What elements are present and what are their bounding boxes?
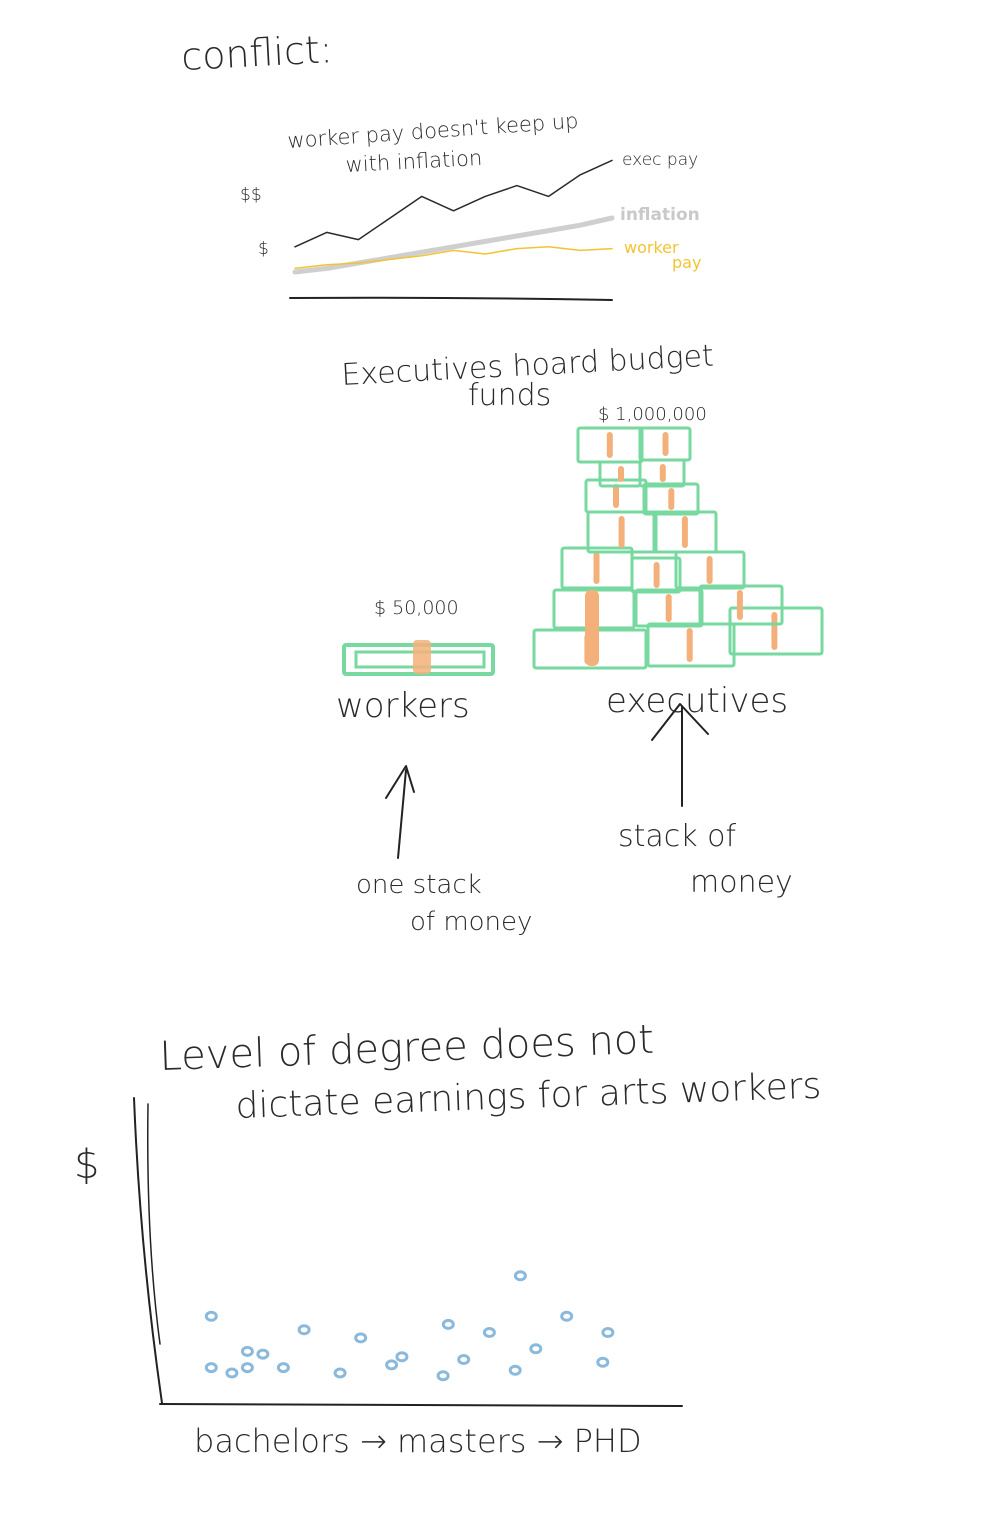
hoard-panel: Executives hoard budget funds $ 1,000,00… bbox=[336, 339, 824, 937]
exec-bill bbox=[646, 622, 736, 668]
inflation-panel: worker pay doesn't keep up with inflatio… bbox=[240, 109, 701, 301]
scatter-point bbox=[240, 1345, 254, 1357]
scatter-point bbox=[240, 1362, 254, 1374]
scatter-point bbox=[276, 1362, 290, 1374]
scatter-point bbox=[601, 1327, 615, 1338]
exec-bill bbox=[634, 588, 704, 628]
scatter-point bbox=[560, 1310, 574, 1322]
scatter-point bbox=[225, 1367, 239, 1379]
exec-bill bbox=[652, 510, 718, 554]
worker-money-stack bbox=[342, 640, 495, 676]
scatter-point bbox=[385, 1359, 399, 1371]
exec-bill bbox=[584, 478, 648, 514]
scatter-point bbox=[596, 1356, 610, 1368]
exec-bill-band bbox=[706, 556, 713, 584]
scatter-point bbox=[508, 1364, 522, 1376]
exec-bill-band bbox=[618, 466, 624, 482]
exec-bill bbox=[698, 584, 784, 626]
worker-arrow bbox=[385, 765, 415, 859]
exec-bill bbox=[642, 482, 700, 516]
degree-title-line2: dictate earnings for arts workers bbox=[235, 1066, 822, 1127]
exec-label: executives bbox=[606, 681, 788, 721]
exec-bill bbox=[728, 606, 824, 656]
scatter-point bbox=[529, 1343, 543, 1355]
degree-y-axis-double bbox=[147, 1103, 161, 1345]
exec-note-line1: stack of bbox=[618, 819, 737, 854]
page-title: conflict: bbox=[180, 27, 333, 79]
degree-x-label: bachelors → masters → PHD bbox=[194, 1422, 642, 1460]
inflation-x-axis bbox=[289, 296, 613, 301]
scatter-point bbox=[441, 1318, 455, 1330]
exec-bill-band bbox=[613, 484, 619, 508]
scatter-point bbox=[354, 1332, 368, 1344]
exec-bill-band bbox=[662, 432, 669, 456]
degree-y-label: $ bbox=[74, 1142, 99, 1188]
worker-bill-band bbox=[413, 640, 431, 674]
exec-note-line2: money bbox=[690, 865, 793, 900]
scatter-point bbox=[436, 1370, 450, 1382]
exec-bill-band bbox=[585, 590, 599, 666]
scatter-point bbox=[333, 1367, 347, 1379]
exec-bill-band bbox=[681, 516, 688, 548]
exec-pay-line bbox=[294, 159, 613, 248]
scatter-point bbox=[395, 1351, 409, 1363]
exec-bill bbox=[630, 556, 682, 594]
exec-arrow bbox=[651, 703, 709, 807]
degree-title-line1: Level of degree does not bbox=[159, 1017, 655, 1080]
exec-bill-band bbox=[686, 628, 693, 662]
exec-bill bbox=[638, 426, 692, 462]
worker-note-line1: one stack bbox=[356, 870, 482, 900]
exec-amount: $ 1,000,000 bbox=[598, 404, 707, 425]
line-series-group bbox=[292, 159, 615, 275]
inflation-title-line2: with inflation bbox=[345, 146, 483, 177]
y-tick-low: $ bbox=[258, 239, 269, 259]
exec-money-pile bbox=[532, 426, 824, 670]
legend-worker-pay-line1: worker bbox=[624, 238, 679, 257]
degree-x-axis bbox=[159, 1403, 683, 1407]
degree-panel: Level of degree does not dictate earning… bbox=[74, 1017, 822, 1460]
inflation-title-line1: worker pay doesn't keep up bbox=[287, 109, 579, 153]
worker-label: workers bbox=[336, 686, 470, 726]
legend-worker-pay-line2: pay bbox=[672, 253, 701, 272]
scatter-point bbox=[513, 1270, 527, 1282]
y-tick-high: $$ bbox=[240, 185, 262, 205]
exec-bill-band bbox=[653, 562, 660, 588]
legend-exec-pay: exec pay bbox=[622, 150, 698, 170]
scatter-points-group bbox=[204, 1270, 615, 1382]
exec-bill-band bbox=[618, 516, 625, 548]
scatter-point bbox=[457, 1354, 471, 1365]
exec-bill-band bbox=[606, 432, 613, 458]
scatter-point bbox=[256, 1348, 270, 1360]
scatter-point bbox=[204, 1310, 218, 1322]
exec-bill bbox=[576, 426, 644, 464]
worker-amount: $ 50,000 bbox=[374, 597, 459, 619]
exec-bill-band bbox=[665, 594, 672, 622]
exec-bill-band bbox=[659, 464, 666, 482]
hoard-title-line2: funds bbox=[468, 378, 551, 413]
exec-bill-band bbox=[736, 590, 743, 620]
exec-bill-band bbox=[771, 612, 778, 650]
inflation-line bbox=[292, 215, 615, 275]
legend-inflation: inflation bbox=[620, 205, 700, 225]
exec-bill-band bbox=[593, 552, 600, 584]
exec-bill-band bbox=[668, 488, 675, 510]
scatter-point bbox=[204, 1362, 218, 1374]
scatter-point bbox=[297, 1324, 311, 1336]
scatter-point bbox=[482, 1327, 496, 1338]
worker-pay-line bbox=[294, 246, 613, 270]
worker-note-line2: of money bbox=[410, 907, 532, 937]
degree-y-axis bbox=[133, 1097, 163, 1404]
